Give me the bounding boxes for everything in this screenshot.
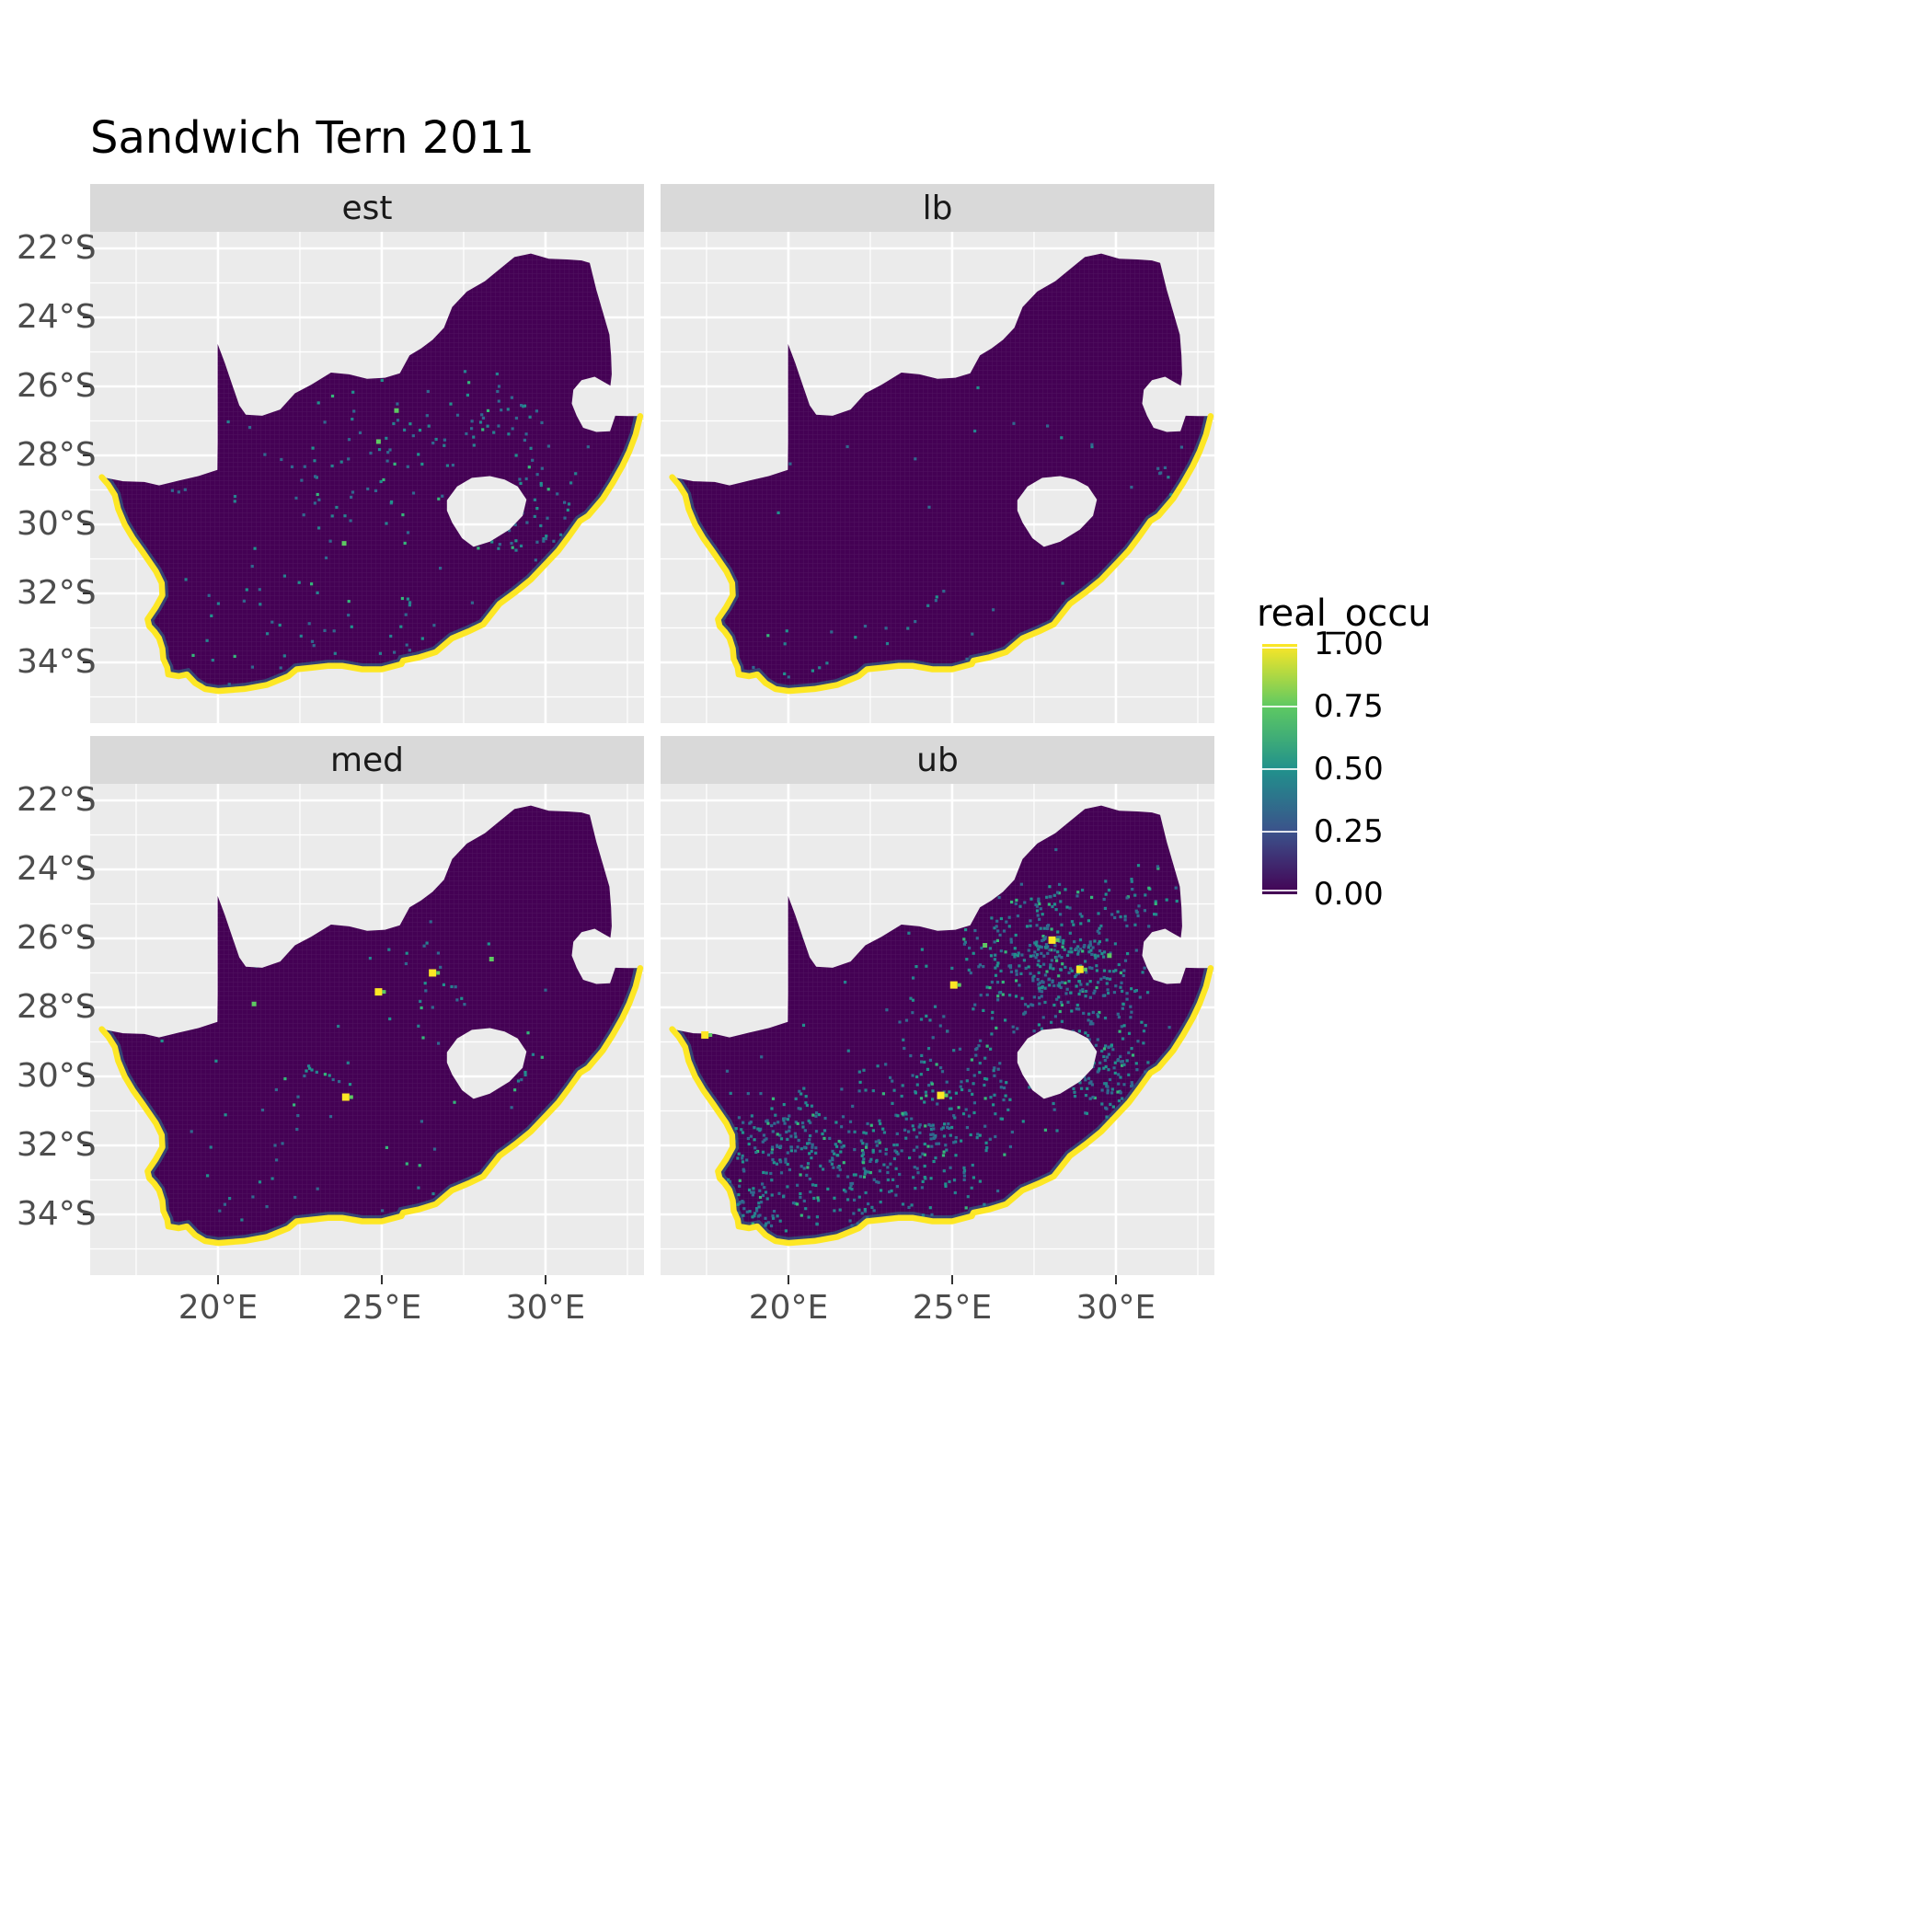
y-tick-mark: [83, 247, 90, 250]
facet-strip-med: med: [90, 736, 644, 784]
y-tick-label: 26°S: [17, 919, 97, 957]
coastal-high-occupancy: [98, 413, 644, 695]
map-canvas-est: [90, 232, 644, 723]
x-tick-mark: [1114, 1275, 1118, 1284]
x-tick-mark: [216, 1275, 220, 1284]
y-tick-label: 24°S: [17, 298, 97, 336]
y-tick-label: 24°S: [17, 850, 97, 888]
y-tick-label: 22°S: [17, 229, 97, 267]
y-tick-label: 30°S: [17, 1057, 97, 1095]
legend-tick: [1262, 831, 1297, 833]
x-tick-mark: [950, 1275, 954, 1284]
legend-tick: [1262, 706, 1297, 707]
x-tick-label: 30°E: [1075, 1289, 1156, 1327]
y-tick-label: 28°S: [17, 436, 97, 474]
x-tick-mark: [787, 1275, 790, 1284]
legend-label-050: 0.50: [1314, 751, 1384, 788]
facet-label-lb: lb: [922, 189, 953, 227]
facet-label-ub: ub: [916, 741, 959, 779]
facet-strip-est: est: [90, 184, 644, 232]
y-tick-label: 28°S: [17, 988, 97, 1026]
facet-panel-est: [90, 232, 644, 723]
high-occupancy-spot: [341, 1093, 350, 1101]
y-tick-mark: [83, 385, 90, 388]
y-tick-mark: [83, 316, 90, 319]
raster-texture: [672, 253, 1211, 692]
facet-panel-ub: [661, 784, 1214, 1275]
high-occupancy-spot: [937, 1091, 945, 1099]
legend-label-100: 1.00: [1314, 626, 1384, 662]
plot-title: Sandwich Tern 2011: [90, 112, 535, 164]
y-tick-mark: [83, 1075, 90, 1078]
facet-panel-med: [90, 784, 644, 1275]
x-tick-mark: [544, 1275, 547, 1284]
y-tick-label: 26°S: [17, 367, 97, 405]
map-canvas-lb: [661, 232, 1214, 723]
high-occupancy-spot: [701, 1031, 709, 1039]
x-tick-label: 30°E: [505, 1289, 586, 1327]
y-tick-label: 34°S: [17, 1195, 97, 1233]
high-occupancy-spot: [374, 988, 383, 996]
x-tick-mark: [380, 1275, 384, 1284]
y-tick-mark: [83, 454, 90, 457]
legend-title: real_occu: [1257, 592, 1432, 635]
y-tick-label: 34°S: [17, 643, 97, 681]
y-tick-mark: [83, 523, 90, 526]
legend-tick: [1262, 768, 1297, 770]
y-tick-mark: [83, 661, 90, 664]
facet-panel-lb: [661, 232, 1214, 723]
legend-tick: [1262, 890, 1297, 891]
y-tick-mark: [83, 1144, 90, 1147]
y-tick-mark: [83, 1006, 90, 1009]
y-tick-label: 30°S: [17, 505, 97, 543]
y-tick-mark: [83, 868, 90, 871]
raster-texture: [101, 805, 640, 1244]
x-tick-label: 25°E: [341, 1289, 422, 1327]
x-tick-label: 25°E: [912, 1289, 993, 1327]
y-tick-mark: [83, 937, 90, 940]
y-tick-label: 22°S: [17, 781, 97, 819]
y-tick-label: 32°S: [17, 574, 97, 612]
high-occupancy-spot: [1048, 936, 1056, 944]
facet-strip-ub: ub: [661, 736, 1214, 784]
x-tick-label: 20°E: [178, 1289, 259, 1327]
legend-label-025: 0.25: [1314, 813, 1384, 850]
high-occupancy-spot: [949, 981, 958, 989]
coastal-high-occupancy: [669, 965, 1214, 1247]
map-canvas-ub: [661, 784, 1214, 1275]
facet-strip-lb: lb: [661, 184, 1214, 232]
y-tick-mark: [83, 799, 90, 802]
high-occupancy-spot: [1075, 965, 1084, 973]
high-occupancy-spot: [429, 969, 437, 977]
y-tick-mark: [83, 1213, 90, 1216]
legend-tick: [1262, 647, 1297, 649]
x-tick-label: 20°E: [748, 1289, 829, 1327]
y-tick-label: 32°S: [17, 1126, 97, 1164]
legend-label-075: 0.75: [1314, 688, 1384, 725]
raster-texture: [101, 253, 640, 692]
map-canvas-med: [90, 784, 644, 1275]
raster-texture: [672, 805, 1211, 1244]
facet-label-est: est: [341, 189, 393, 227]
legend-colorbar: [1262, 644, 1297, 894]
facet-label-med: med: [329, 741, 405, 779]
legend-label-000: 0.00: [1314, 876, 1384, 913]
coastal-high-occupancy: [669, 413, 1214, 695]
coastal-high-occupancy: [98, 965, 644, 1247]
y-tick-mark: [83, 592, 90, 595]
